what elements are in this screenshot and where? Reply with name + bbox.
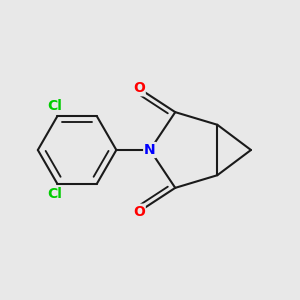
Text: N: N [144,143,156,157]
Text: Cl: Cl [47,99,62,113]
Text: Cl: Cl [47,187,62,201]
Text: O: O [133,81,145,95]
Text: O: O [133,205,145,219]
